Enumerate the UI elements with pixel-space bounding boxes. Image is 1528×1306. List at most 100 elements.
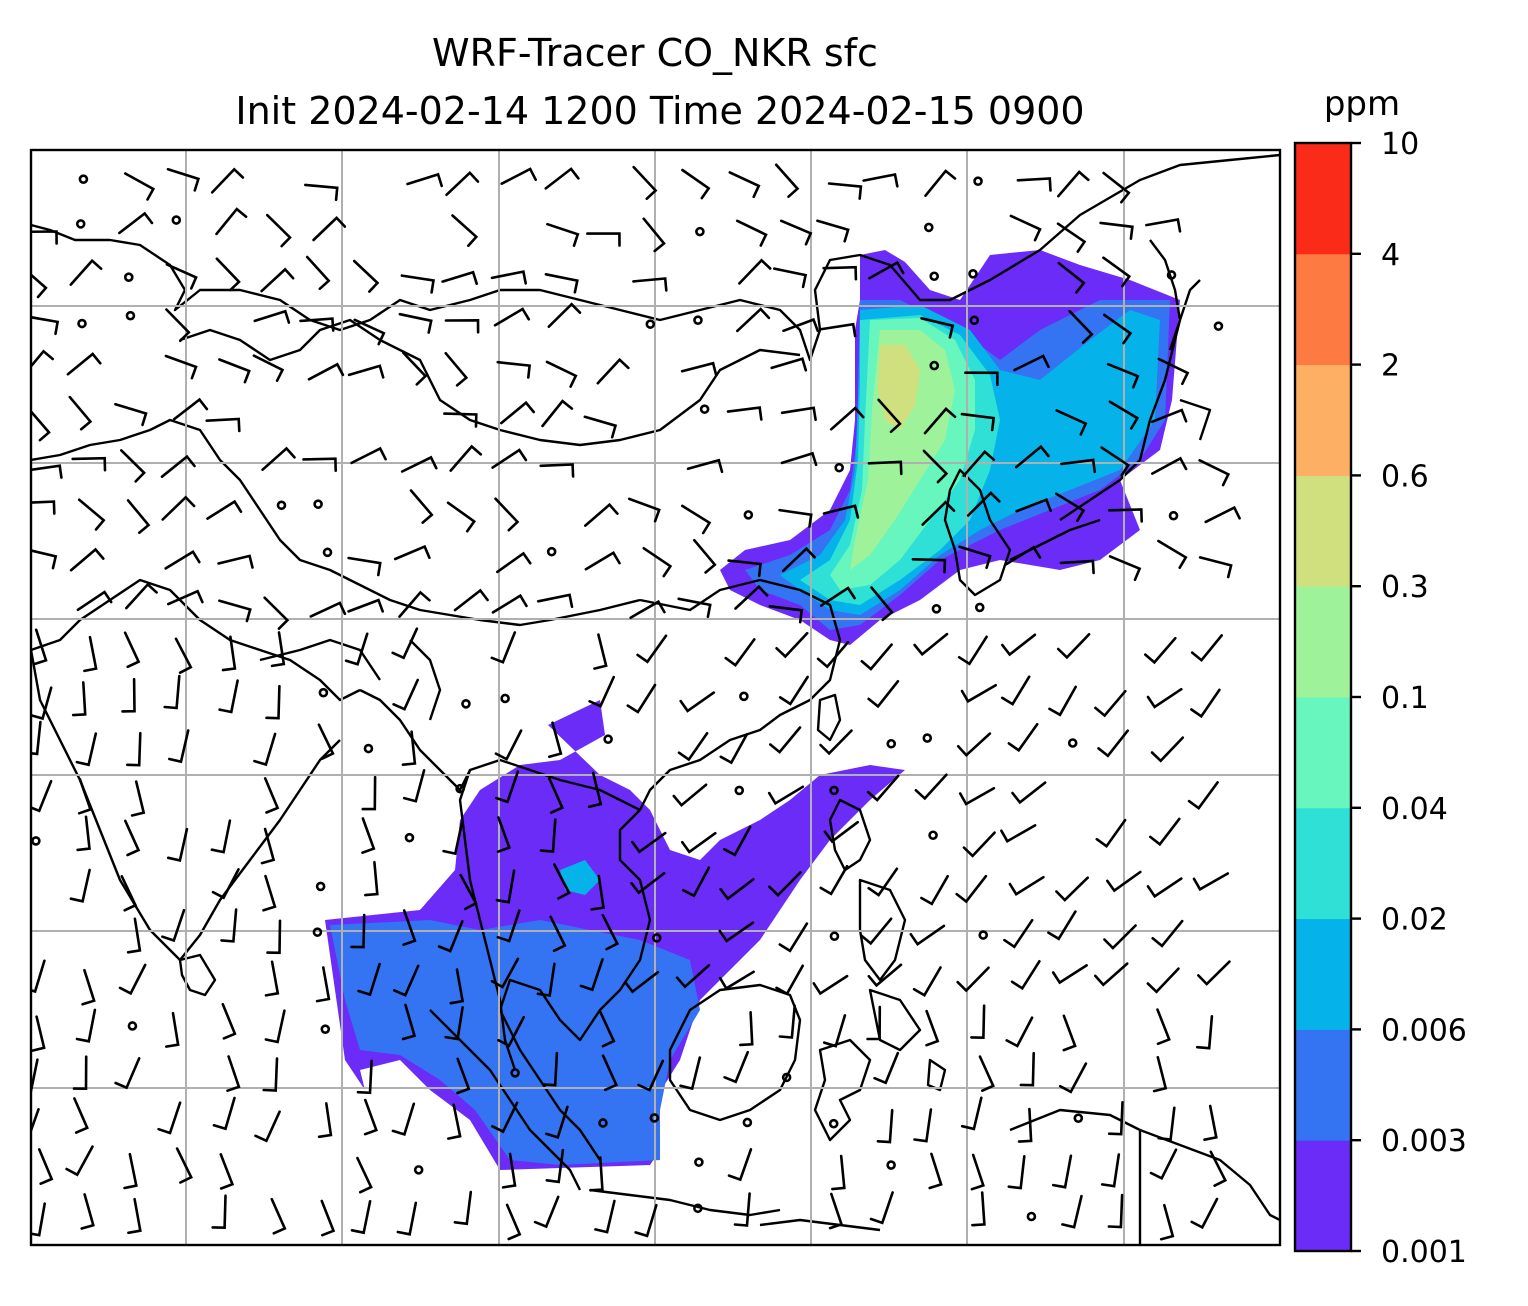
wind-barb xyxy=(868,260,905,280)
wind-barb xyxy=(584,551,621,571)
calm-wind-marker xyxy=(404,832,415,843)
calm-wind-marker xyxy=(928,830,938,841)
wind-barb xyxy=(925,1009,940,1047)
wind-barb xyxy=(437,920,464,953)
wind-barb xyxy=(312,216,347,242)
wind-barb xyxy=(827,182,863,200)
wind-barb xyxy=(69,868,91,903)
wind-barb xyxy=(1107,1101,1124,1136)
wind-barb xyxy=(1009,214,1042,242)
wind-barb xyxy=(491,448,528,469)
colorbar-segment xyxy=(1295,143,1351,255)
wind-barb xyxy=(723,1050,749,1084)
wind-barb xyxy=(391,627,419,660)
wind-barb xyxy=(956,732,992,758)
wind-barb xyxy=(68,395,93,431)
calm-wind-marker xyxy=(743,510,754,520)
wind-barb xyxy=(401,1003,417,1041)
wind-barb xyxy=(165,263,198,290)
colorbar-segment xyxy=(1295,586,1351,698)
wind-barb xyxy=(31,500,56,515)
wind-barb xyxy=(1108,508,1143,523)
wind-barb xyxy=(677,732,709,762)
wind-barb xyxy=(867,680,900,709)
wind-barb xyxy=(496,551,532,574)
wind-barb xyxy=(31,720,42,756)
wind-barb xyxy=(315,966,331,1003)
wind-barb xyxy=(693,538,717,574)
map-panel xyxy=(29,148,1282,1247)
wind-barb xyxy=(860,643,893,671)
wind-barb xyxy=(172,397,209,421)
wind-barb xyxy=(1058,1062,1088,1094)
wind-barb xyxy=(723,825,752,857)
wind-barb xyxy=(735,219,768,247)
wind-barb xyxy=(1106,870,1142,893)
wind-barb xyxy=(393,964,420,997)
calm-wind-marker xyxy=(886,1160,896,1170)
calm-wind-marker xyxy=(929,271,940,282)
wind-barb xyxy=(767,785,805,806)
wind-barb xyxy=(263,777,280,814)
wind-barb xyxy=(1097,729,1129,758)
colorbar-tick-label: 0.3 xyxy=(1381,570,1429,605)
wind-barb xyxy=(920,874,949,906)
wind-barb xyxy=(206,499,243,520)
wind-barb xyxy=(1197,960,1231,986)
wind-barb xyxy=(218,599,252,623)
wind-barb xyxy=(494,729,523,761)
wind-barb xyxy=(601,1054,619,1092)
plume-southeast-center-cyan xyxy=(560,860,600,895)
wind-barb xyxy=(583,415,618,439)
wind-barb xyxy=(114,402,148,427)
wind-barb xyxy=(168,729,190,764)
wind-barb xyxy=(544,273,579,294)
wind-barb xyxy=(860,917,893,946)
wind-barb xyxy=(118,211,154,235)
wind-barb xyxy=(270,1197,287,1235)
wind-barb xyxy=(1047,910,1077,941)
wind-barb xyxy=(166,827,189,862)
wind-barb xyxy=(1146,687,1183,709)
plume-northeast-lightgreen xyxy=(850,330,955,570)
wind-barb xyxy=(682,866,711,898)
colorbar-segment xyxy=(1295,253,1351,366)
wind-barb xyxy=(914,773,948,801)
wind-barb xyxy=(175,1147,193,1184)
wind-barb xyxy=(81,968,96,1006)
wind-barb xyxy=(69,258,103,286)
wind-barb xyxy=(634,1203,658,1238)
wind-barb xyxy=(442,821,464,856)
wind-barb xyxy=(536,962,556,997)
wind-barb xyxy=(1054,492,1086,522)
colorbar-segment xyxy=(1295,697,1351,809)
wind-barb xyxy=(352,259,380,293)
wind-barb xyxy=(453,588,489,612)
wind-barb xyxy=(127,1197,142,1235)
wind-barb xyxy=(500,167,537,185)
calm-wind-marker xyxy=(968,269,978,279)
wind-barb xyxy=(31,273,48,299)
wind-barb xyxy=(1007,1155,1026,1190)
wind-barb xyxy=(1057,170,1090,198)
wind-barb xyxy=(549,915,567,953)
wind-barb xyxy=(71,681,87,717)
wind-barb xyxy=(501,1152,517,1189)
calm-wind-marker xyxy=(313,499,323,509)
wind-barb xyxy=(727,559,762,578)
wind-barb xyxy=(1008,875,1045,896)
calm-wind-marker xyxy=(742,1117,753,1128)
wind-barb xyxy=(911,558,947,574)
wind-barb xyxy=(1007,722,1039,753)
wind-barb xyxy=(400,455,438,473)
wind-barb xyxy=(1146,967,1180,994)
wind-barb xyxy=(955,874,988,904)
wind-barb xyxy=(921,500,956,526)
wind-barb xyxy=(77,498,106,531)
calm-wind-marker xyxy=(127,1021,138,1031)
wind-barb xyxy=(724,638,756,668)
wind-barb xyxy=(867,460,903,476)
colorbar-segments xyxy=(1295,143,1351,1252)
calm-wind-marker xyxy=(973,176,983,187)
wind-barb xyxy=(590,874,605,911)
